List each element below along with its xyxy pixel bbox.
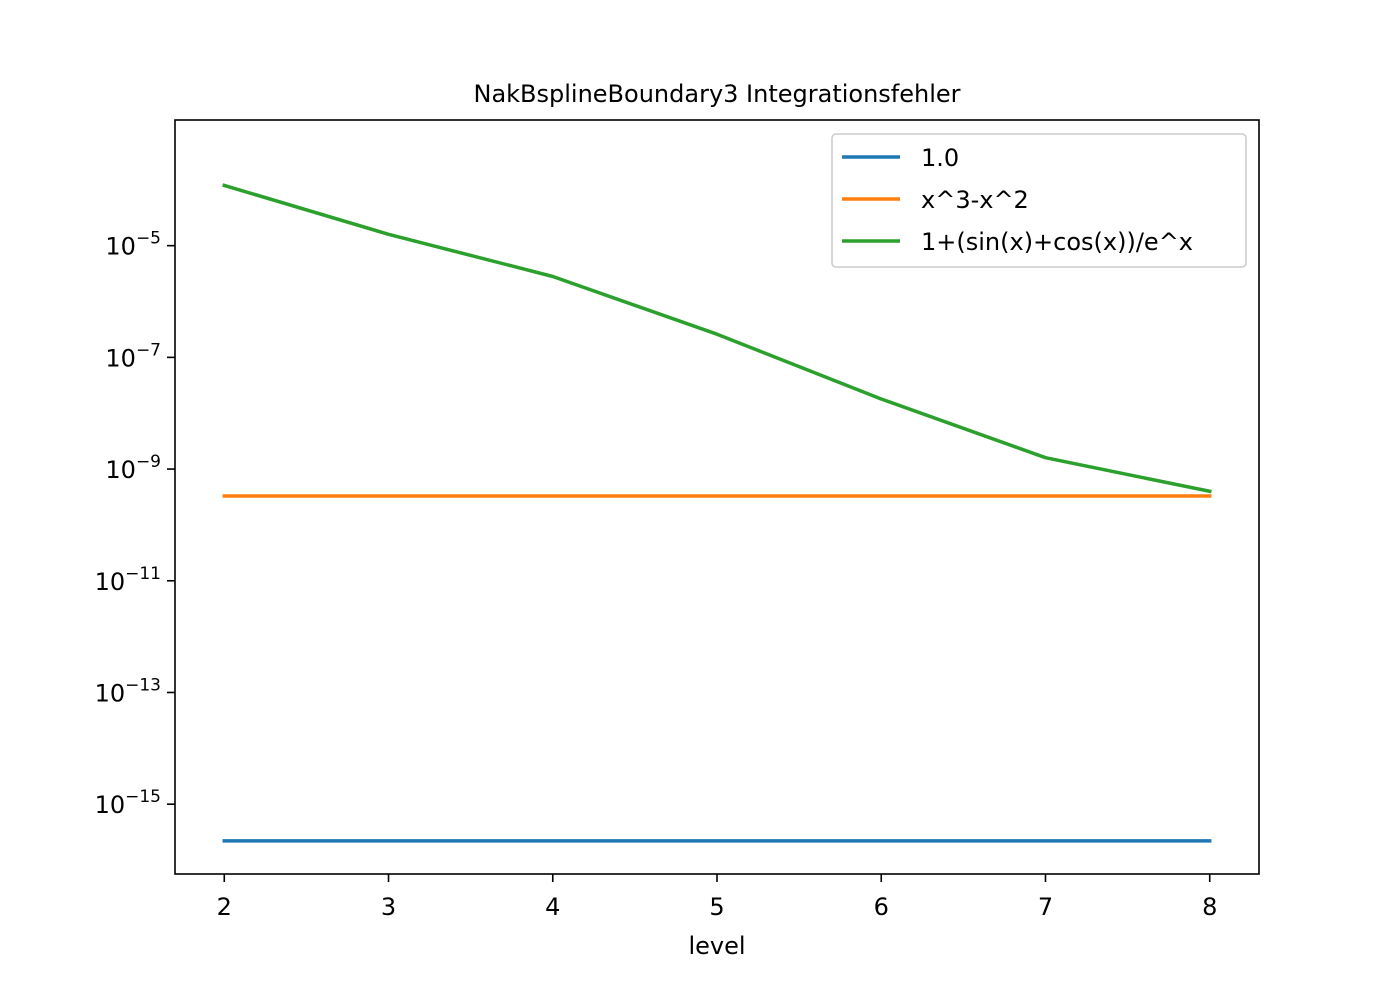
legend-box: [831, 133, 1247, 268]
legend: 1.0 x^3-x^2 1+(sin(x)+cos(x))/e^x: [831, 133, 1247, 268]
y-tick-label: 10−11: [95, 564, 161, 596]
ticks-layer: 2 3 4 5 6 7 8 10−5 10−7 10−9 10−11 10−13 10−15: [95, 229, 1218, 921]
legend-label: 1+(sin(x)+cos(x))/e^x: [921, 228, 1193, 256]
series-layer: [222, 183, 1212, 843]
y-tick-label: 10−13: [95, 675, 161, 707]
x-axis-label: level: [688, 932, 745, 960]
x-tick-label: 5: [709, 893, 724, 921]
x-tick-label: 2: [217, 893, 232, 921]
series-line-3: [222, 183, 1212, 494]
legend-label: 1.0: [921, 144, 959, 172]
chart-title: NakBsplineBoundary3 Integrationsfehler: [473, 80, 960, 108]
y-tick-label: 10−5: [105, 229, 161, 261]
x-tick-label: 6: [874, 893, 889, 921]
legend-label: x^3-x^2: [921, 186, 1029, 214]
y-tick-label: 10−7: [105, 340, 161, 372]
x-tick-label: 7: [1038, 893, 1053, 921]
plot-frame: [174, 119, 1260, 875]
x-tick-label: 3: [381, 893, 396, 921]
x-tick-label: 8: [1202, 893, 1217, 921]
y-tick-label: 10−9: [105, 452, 161, 484]
x-tick-label: 4: [545, 893, 560, 921]
y-tick-label: 10−15: [95, 787, 161, 819]
